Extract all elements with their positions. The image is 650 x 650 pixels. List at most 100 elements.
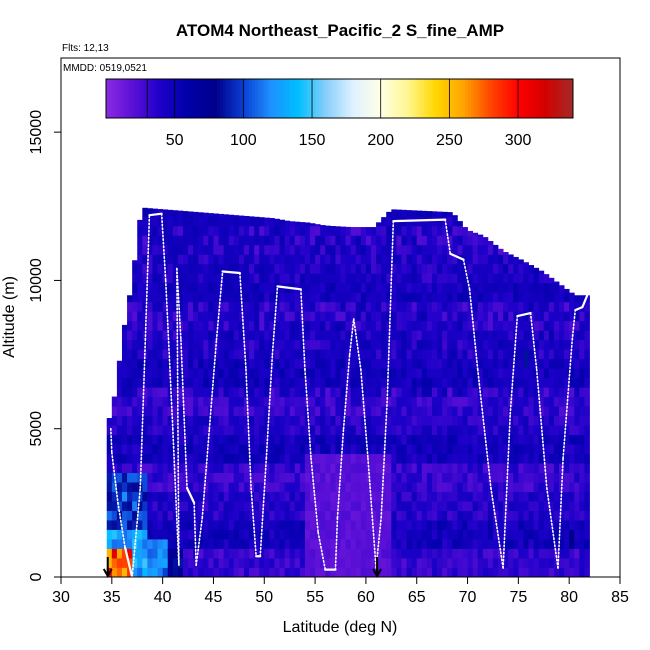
heatmap-cell bbox=[426, 529, 433, 540]
heatmap-cell bbox=[492, 330, 499, 341]
heatmap-cell bbox=[391, 263, 397, 274]
heatmap-cell bbox=[381, 482, 387, 492]
heatmap-cell bbox=[467, 529, 474, 540]
heatmap-cell bbox=[508, 434, 514, 445]
heatmap-cell bbox=[426, 225, 433, 236]
heatmap-cell bbox=[391, 482, 397, 492]
heatmap-cell bbox=[228, 216, 235, 227]
heatmap-cell bbox=[523, 539, 529, 549]
heatmap-cell bbox=[431, 273, 438, 284]
heatmap-cell bbox=[360, 510, 367, 521]
heatmap-cell bbox=[482, 415, 489, 426]
heatmap-cell bbox=[193, 463, 199, 474]
heatmap-cell bbox=[370, 273, 377, 284]
heatmap-cell bbox=[127, 349, 133, 360]
heatmap-cell bbox=[238, 292, 245, 303]
heatmap-cell bbox=[259, 387, 265, 398]
heatmap-cell bbox=[228, 415, 235, 426]
flight-track-segment bbox=[546, 487, 559, 569]
heatmap-cell bbox=[579, 558, 585, 568]
heatmap-cell bbox=[294, 472, 301, 483]
heatmap-cell bbox=[157, 491, 164, 502]
heatmap-cell bbox=[508, 567, 514, 577]
heatmap-cell bbox=[304, 434, 311, 445]
heatmap-cell bbox=[396, 415, 402, 426]
heatmap-cell bbox=[452, 425, 458, 436]
heatmap-cell bbox=[431, 216, 438, 227]
heatmap-cell bbox=[345, 301, 352, 312]
heatmap-cell bbox=[416, 501, 423, 511]
heatmap-cell bbox=[218, 406, 225, 417]
heatmap-cell bbox=[406, 244, 413, 255]
colorbar-swatch bbox=[181, 79, 186, 118]
heatmap-cell bbox=[294, 301, 301, 312]
heatmap-cell bbox=[462, 301, 468, 312]
heatmap-cell bbox=[518, 482, 524, 492]
heatmap-cell bbox=[503, 282, 509, 293]
heatmap-cell bbox=[431, 292, 438, 303]
heatmap-cell bbox=[355, 227, 362, 236]
heatmap-cell bbox=[564, 301, 570, 312]
heatmap-cell bbox=[574, 558, 580, 568]
heatmap-cell bbox=[406, 482, 413, 492]
heatmap-cell bbox=[249, 301, 255, 312]
heatmap-cell bbox=[340, 330, 346, 341]
heatmap-cell bbox=[167, 425, 174, 436]
heatmap-cell bbox=[447, 311, 453, 322]
heatmap-cell bbox=[188, 320, 194, 331]
heatmap-cell bbox=[152, 425, 158, 436]
colorbar-swatch bbox=[415, 79, 419, 118]
heatmap-cell bbox=[411, 320, 418, 331]
heatmap-cell bbox=[411, 210, 418, 217]
heatmap-cell bbox=[294, 558, 301, 568]
heatmap-cell bbox=[167, 320, 174, 331]
heatmap-cell bbox=[381, 254, 387, 265]
heatmap-cell bbox=[304, 463, 311, 474]
heatmap-cell bbox=[431, 263, 438, 274]
heatmap-cell bbox=[152, 330, 158, 341]
heatmap-cell bbox=[553, 501, 560, 511]
heatmap-cell bbox=[269, 520, 275, 530]
heatmap-cell bbox=[543, 425, 550, 436]
heatmap-cell bbox=[269, 339, 275, 350]
heatmap-cell bbox=[559, 567, 565, 577]
heatmap-cell bbox=[508, 273, 514, 284]
flight-track-segment bbox=[148, 212, 163, 217]
heatmap-cell bbox=[152, 244, 158, 255]
heatmap-cell bbox=[310, 501, 316, 511]
heatmap-cell bbox=[482, 237, 489, 246]
flight-track-segment bbox=[250, 487, 257, 558]
heatmap-cell bbox=[330, 358, 336, 369]
heatmap-cell bbox=[411, 244, 418, 255]
heatmap-cell bbox=[508, 510, 514, 521]
heatmap-cell bbox=[370, 330, 377, 341]
heatmap-cell bbox=[457, 349, 463, 360]
heatmap-cell bbox=[528, 520, 535, 530]
heatmap-cell bbox=[203, 529, 209, 540]
flight-track-segment bbox=[342, 353, 351, 430]
heatmap-cell bbox=[538, 368, 545, 379]
heatmap-cell bbox=[396, 520, 402, 530]
heatmap-cell bbox=[243, 444, 250, 455]
heatmap-cell bbox=[553, 425, 560, 436]
heatmap-cell bbox=[421, 434, 428, 445]
heatmap-cell bbox=[406, 567, 413, 577]
heatmap-cell bbox=[396, 330, 402, 341]
heatmap-cell bbox=[584, 472, 590, 483]
heatmap-cell bbox=[533, 510, 540, 521]
heatmap-cell bbox=[472, 510, 479, 521]
heatmap-cell bbox=[543, 520, 550, 530]
heatmap-cell bbox=[243, 491, 250, 502]
heatmap-cell bbox=[193, 330, 199, 341]
heatmap-cell bbox=[121, 567, 128, 577]
heatmap-cell bbox=[370, 520, 377, 530]
heatmap-cell bbox=[513, 453, 519, 464]
heatmap-cell bbox=[218, 292, 225, 303]
heatmap-cell bbox=[564, 567, 570, 577]
heatmap-cell bbox=[508, 406, 514, 417]
heatmap-cell bbox=[182, 425, 189, 436]
heatmap-cell bbox=[462, 406, 468, 417]
heatmap-cell bbox=[294, 434, 301, 445]
heatmap-cell bbox=[218, 244, 225, 255]
heatmap-cell bbox=[396, 225, 402, 236]
